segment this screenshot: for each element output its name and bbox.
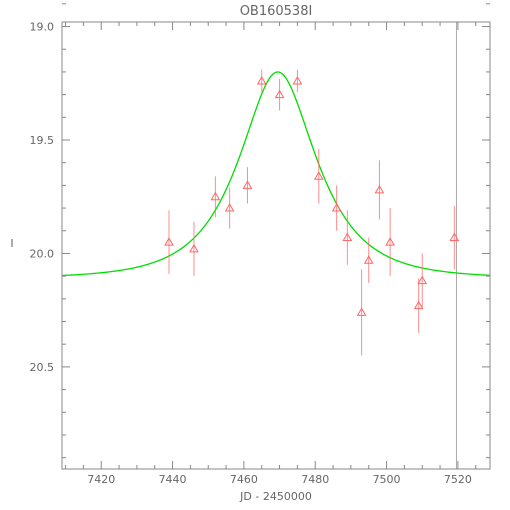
- data-point: [356, 269, 367, 356]
- data-point: [313, 149, 324, 204]
- plot-frame: [61, 21, 491, 470]
- x-tick-label: 7460: [230, 473, 258, 486]
- triangle-marker: [413, 300, 424, 310]
- model-curve: [61, 71, 491, 277]
- data-point: [363, 237, 374, 283]
- data-point: [256, 69, 267, 93]
- triangle-marker: [374, 184, 385, 194]
- data-point: [385, 208, 395, 277]
- data-point: [417, 253, 428, 308]
- triangle-marker: [363, 255, 374, 264]
- data-point: [342, 210, 353, 265]
- data-point: [374, 160, 385, 220]
- triangle-marker: [274, 89, 285, 99]
- plot-area: [61, 22, 491, 469]
- x-axis-title: JD - 2450000: [239, 490, 312, 503]
- x-tick-label: 7440: [159, 473, 187, 486]
- y-tick-label: 19.5: [30, 134, 55, 147]
- data-point: [164, 210, 174, 274]
- y-tick-label: 20.0: [30, 247, 55, 260]
- triangle-marker: [164, 237, 174, 246]
- x-tick-label: 7420: [87, 473, 115, 486]
- x-tick-label: 7480: [301, 473, 329, 486]
- data-point: [292, 69, 303, 93]
- data-point: [413, 278, 424, 333]
- data-point: [274, 78, 285, 111]
- triangle-marker: [292, 75, 303, 85]
- x-tick-label: 7500: [373, 473, 401, 486]
- data-point: [210, 176, 221, 218]
- triangle-marker: [385, 237, 395, 246]
- triangle-marker: [342, 232, 353, 242]
- x-tick-label: 7520: [444, 473, 472, 486]
- triangle-marker: [331, 203, 342, 212]
- x-axis: 7420 7440 7460 7480 7500 7520: [65, 22, 477, 486]
- data-point: [189, 221, 199, 277]
- y-tick-label: 20.5: [30, 361, 55, 374]
- triangle-marker: [210, 191, 221, 201]
- triangle-marker: [242, 180, 253, 189]
- y-axis-title: I: [10, 237, 13, 250]
- y-axis: 19.0 19.5 20.0 20.5: [30, 3, 490, 459]
- triangle-marker: [449, 232, 460, 242]
- triangle-marker: [313, 171, 324, 180]
- data-point: [331, 185, 342, 231]
- triangle-marker: [356, 307, 367, 316]
- triangle-marker: [417, 275, 428, 285]
- triangle-marker: [256, 75, 267, 85]
- triangle-marker: [189, 243, 199, 253]
- data-point: [242, 167, 253, 204]
- data-point: [224, 187, 235, 229]
- triangle-marker: [224, 203, 235, 212]
- y-tick-label: 19.0: [30, 21, 55, 34]
- data-point: [449, 205, 460, 270]
- chart-title: OB160538I: [240, 4, 313, 19]
